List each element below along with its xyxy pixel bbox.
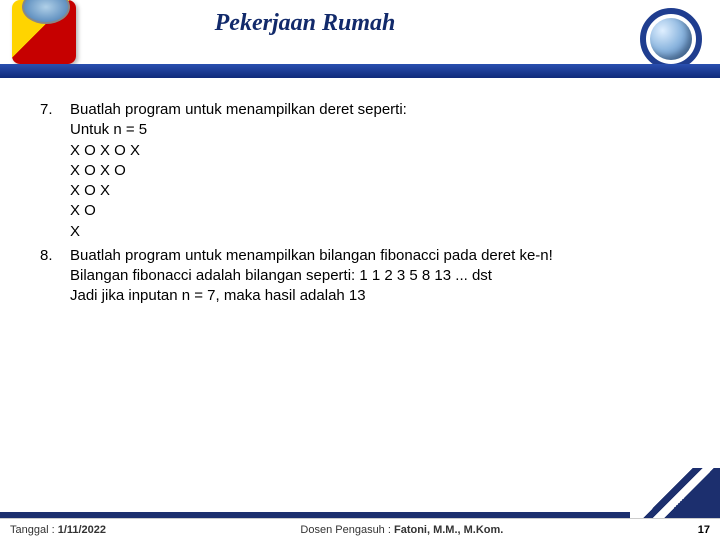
globe-icon [640, 8, 702, 70]
item-body: Buatlah program untuk menampilkan deret … [70, 100, 690, 242]
item-body: Buatlah program untuk menampilkan bilang… [70, 246, 690, 307]
page-number: 17 [698, 524, 710, 536]
list-item: 7. Buatlah program untuk menampilkan der… [40, 100, 690, 242]
list-item: 8. Buatlah program untuk menampilkan bil… [40, 246, 690, 307]
line: X O X O [70, 161, 690, 181]
item-number: 8. [40, 246, 70, 307]
header-bar [0, 64, 720, 78]
item-number: 7. [40, 100, 70, 242]
lecturer-label: Dosen Pengasuh : [300, 524, 394, 536]
slide-title: Pekerjaan Rumah [0, 10, 610, 37]
line: X O X [70, 181, 690, 201]
content-area: 7. Buatlah program untuk menampilkan der… [40, 100, 690, 311]
line: X O X O X [70, 141, 690, 161]
line: Untuk n = 5 [70, 120, 690, 140]
line: Buatlah program untuk menampilkan bilang… [70, 246, 690, 266]
line: Bilangan fibonacci adalah bilangan seper… [70, 266, 690, 286]
line: X [70, 222, 690, 242]
lecturer-name: Fatoni, M.M., M.Kom. [394, 524, 503, 536]
date-label: Tanggal : [10, 524, 58, 536]
line: Buatlah program untuk menampilkan deret … [70, 100, 690, 120]
footer-center: Dosen Pengasuh : Fatoni, M.M., M.Kom. [106, 524, 698, 536]
slide-header: Pekerjaan Rumah [0, 0, 720, 78]
date-value: 1/11/2022 [58, 524, 106, 536]
line: Jadi jika inputan n = 7, maka hasil adal… [70, 286, 690, 306]
slide-footer: Tanggal : 1/11/2022 Dosen Pengasuh : Fat… [0, 518, 720, 540]
corner-decoration [630, 468, 720, 518]
line: X O [70, 201, 690, 221]
footer-date: Tanggal : 1/11/2022 [10, 524, 106, 536]
